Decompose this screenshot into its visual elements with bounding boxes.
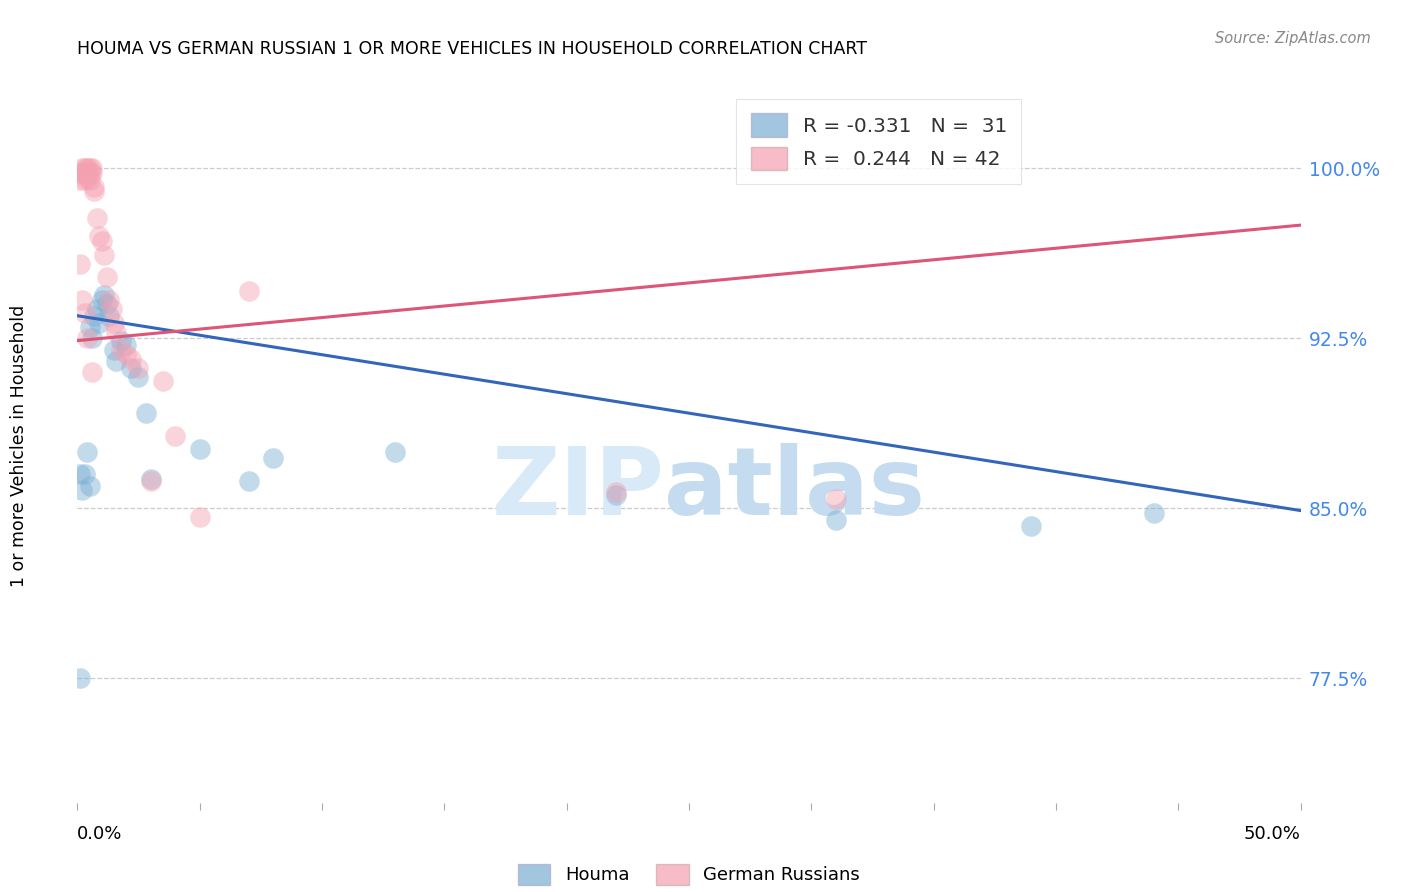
Point xyxy=(105,325,128,339)
Point xyxy=(79,478,101,492)
Point xyxy=(238,284,260,298)
Point xyxy=(79,173,101,187)
Text: 1 or more Vehicles in Household: 1 or more Vehicles in Household xyxy=(10,305,28,587)
Point xyxy=(80,331,103,345)
Point xyxy=(238,474,260,488)
Point xyxy=(70,161,93,176)
Point xyxy=(1143,506,1166,520)
Point xyxy=(103,316,125,330)
Point xyxy=(139,474,162,488)
Point xyxy=(80,365,103,379)
Point xyxy=(83,179,105,194)
Point xyxy=(824,492,846,507)
Point xyxy=(110,334,132,348)
Point xyxy=(152,375,174,389)
Point xyxy=(73,467,96,482)
Point xyxy=(70,166,93,180)
Point xyxy=(73,306,96,320)
Point xyxy=(262,451,284,466)
Point xyxy=(69,257,91,271)
Point xyxy=(79,320,101,334)
Point xyxy=(605,488,627,502)
Text: 0.0%: 0.0% xyxy=(77,825,122,843)
Point xyxy=(89,229,111,244)
Point xyxy=(76,161,98,176)
Point xyxy=(79,166,101,180)
Point xyxy=(86,211,108,226)
Text: atlas: atlas xyxy=(665,442,925,535)
Point xyxy=(76,166,98,180)
Point xyxy=(69,173,91,187)
Point xyxy=(115,338,138,352)
Point xyxy=(80,166,103,180)
Point xyxy=(93,288,115,302)
Point xyxy=(384,444,406,458)
Point xyxy=(98,309,121,323)
Point xyxy=(1021,519,1043,533)
Point xyxy=(90,234,112,248)
Point xyxy=(90,293,112,307)
Legend: Houma, German Russians: Houma, German Russians xyxy=(509,855,869,892)
Point xyxy=(139,472,162,486)
Text: 50.0%: 50.0% xyxy=(1244,825,1301,843)
Point xyxy=(120,351,142,366)
Point xyxy=(105,354,128,368)
Point xyxy=(76,331,98,345)
Point xyxy=(98,293,121,307)
Point xyxy=(188,510,211,524)
Point xyxy=(86,301,108,316)
Point xyxy=(73,166,96,180)
Point xyxy=(165,429,187,443)
Point xyxy=(128,370,150,384)
Point xyxy=(110,343,132,357)
Point xyxy=(103,343,125,357)
Text: Source: ZipAtlas.com: Source: ZipAtlas.com xyxy=(1215,31,1371,46)
Point xyxy=(89,316,111,330)
Point xyxy=(93,247,115,261)
Point xyxy=(135,406,157,420)
Text: HOUMA VS GERMAN RUSSIAN 1 OR MORE VEHICLES IN HOUSEHOLD CORRELATION CHART: HOUMA VS GERMAN RUSSIAN 1 OR MORE VEHICL… xyxy=(77,40,868,58)
Point xyxy=(824,513,846,527)
Point xyxy=(73,161,96,176)
Point xyxy=(96,270,118,285)
Point xyxy=(605,485,627,500)
Point xyxy=(128,360,150,375)
Point xyxy=(120,360,142,375)
Point xyxy=(69,671,91,685)
Point xyxy=(83,309,105,323)
Point xyxy=(70,293,93,307)
Point xyxy=(70,483,93,498)
Point xyxy=(73,173,96,187)
Point xyxy=(83,184,105,198)
Point xyxy=(80,161,103,176)
Point xyxy=(100,301,122,316)
Point xyxy=(69,166,91,180)
Point xyxy=(188,442,211,457)
Text: ZIP: ZIP xyxy=(492,442,665,535)
Point xyxy=(79,161,101,176)
Point xyxy=(96,297,118,311)
Point xyxy=(115,347,138,361)
Point xyxy=(76,444,98,458)
Point xyxy=(76,170,98,185)
Point xyxy=(69,467,91,482)
